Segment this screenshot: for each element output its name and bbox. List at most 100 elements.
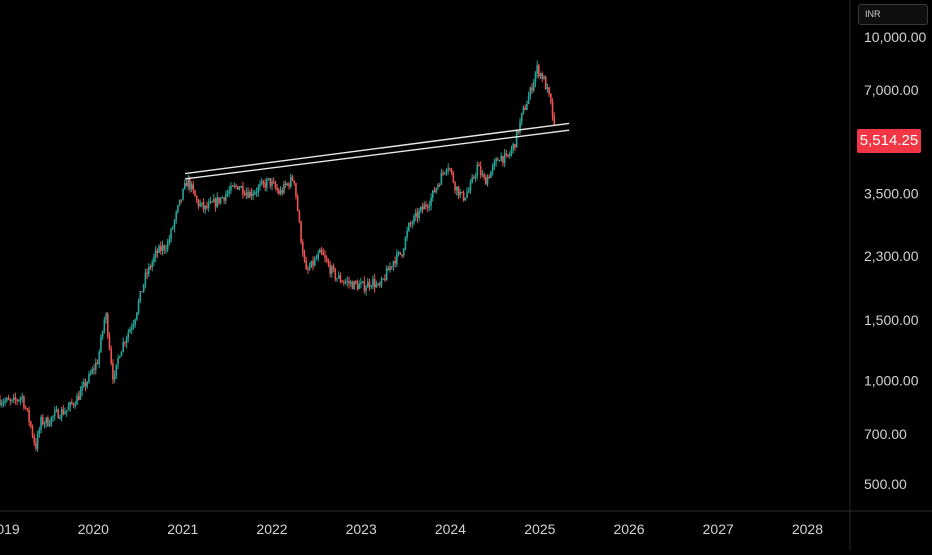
- candle: [471, 173, 473, 184]
- candle: [26, 408, 29, 412]
- x-tick-label: 2019: [0, 521, 20, 537]
- candle: [96, 359, 99, 365]
- candle-body: [457, 186, 460, 196]
- candle: [175, 210, 177, 224]
- candle: [334, 267, 337, 282]
- candle-body: [53, 411, 56, 416]
- candle: [505, 149, 508, 158]
- trendlines-layer: [184, 122, 570, 180]
- candle: [481, 170, 484, 178]
- candle: [408, 222, 410, 233]
- candle-body: [160, 245, 162, 252]
- candle-body: [291, 176, 294, 181]
- candle-body: [248, 191, 251, 198]
- candle-body: [486, 176, 489, 185]
- candle: [168, 234, 171, 246]
- candle: [57, 408, 59, 419]
- candle-body: [385, 268, 388, 281]
- candle: [426, 203, 429, 213]
- candle-body: [373, 278, 376, 288]
- candle-body: [544, 76, 547, 90]
- candle: [433, 186, 436, 193]
- candle: [233, 182, 236, 189]
- candle-body: [245, 192, 248, 195]
- candle-body: [454, 182, 456, 191]
- candle: [425, 200, 427, 210]
- candle-body: [461, 191, 463, 193]
- x-tick-label: 2024: [435, 521, 466, 537]
- candle-body: [498, 160, 501, 162]
- candle-body: [178, 199, 181, 206]
- candle-body: [98, 352, 101, 364]
- candle: [438, 182, 441, 188]
- candle: [216, 192, 219, 209]
- candle-body: [264, 183, 266, 188]
- candle-body: [175, 211, 177, 221]
- candle-body: [129, 329, 131, 333]
- candle-body: [16, 399, 18, 401]
- candle: [312, 256, 314, 271]
- candle: [462, 190, 465, 202]
- candle: [262, 179, 265, 188]
- candle: [93, 363, 95, 375]
- candle-body: [189, 177, 191, 190]
- candle: [332, 263, 335, 273]
- candle: [28, 406, 30, 427]
- candle-body: [382, 278, 384, 280]
- candle-body: [485, 177, 487, 185]
- candle: [264, 178, 266, 192]
- candle-body: [153, 256, 155, 263]
- candle: [50, 416, 53, 428]
- candle: [390, 266, 393, 271]
- candle-body: [348, 281, 350, 284]
- candle-body: [173, 220, 176, 228]
- candle-body: [546, 87, 549, 90]
- candle-body: [284, 183, 287, 186]
- candle: [127, 329, 130, 343]
- candle-body: [455, 186, 458, 191]
- candle-body: [67, 406, 70, 411]
- candle: [485, 174, 487, 185]
- candle: [281, 187, 284, 196]
- candle: [308, 262, 311, 271]
- candle-body: [43, 423, 46, 425]
- candle-body: [529, 87, 532, 97]
- candle-body: [372, 278, 374, 286]
- candle: [81, 381, 83, 397]
- candle: [132, 319, 135, 331]
- candles-layer: [0, 60, 556, 453]
- candle: [517, 130, 520, 135]
- candle: [544, 75, 547, 90]
- candle-body: [262, 181, 265, 184]
- candle: [11, 399, 13, 404]
- candle-body: [459, 191, 461, 196]
- currency-selector[interactable]: INR: [858, 4, 928, 25]
- candle-body: [201, 202, 203, 204]
- candle-body: [7, 398, 10, 400]
- candle-body: [60, 409, 63, 418]
- candle-body: [377, 283, 379, 285]
- candle-body: [81, 385, 83, 391]
- candle-body: [437, 184, 439, 189]
- candle-body: [23, 396, 25, 408]
- candle: [209, 197, 212, 204]
- candle: [490, 170, 492, 179]
- candle-body: [125, 337, 128, 344]
- candle-body: [356, 283, 359, 290]
- candle-body: [266, 179, 268, 188]
- candle: [551, 98, 554, 121]
- candle-body: [211, 201, 213, 203]
- candle-body: [366, 281, 369, 288]
- candle: [473, 175, 475, 180]
- candle-body: [502, 155, 504, 163]
- candle-body: [218, 197, 220, 203]
- candle-body: [149, 266, 152, 268]
- candle: [300, 220, 302, 245]
- candle-body: [187, 177, 189, 187]
- candle-body: [413, 216, 415, 224]
- candle: [156, 248, 159, 258]
- candle: [40, 414, 42, 434]
- candle-body: [216, 197, 219, 207]
